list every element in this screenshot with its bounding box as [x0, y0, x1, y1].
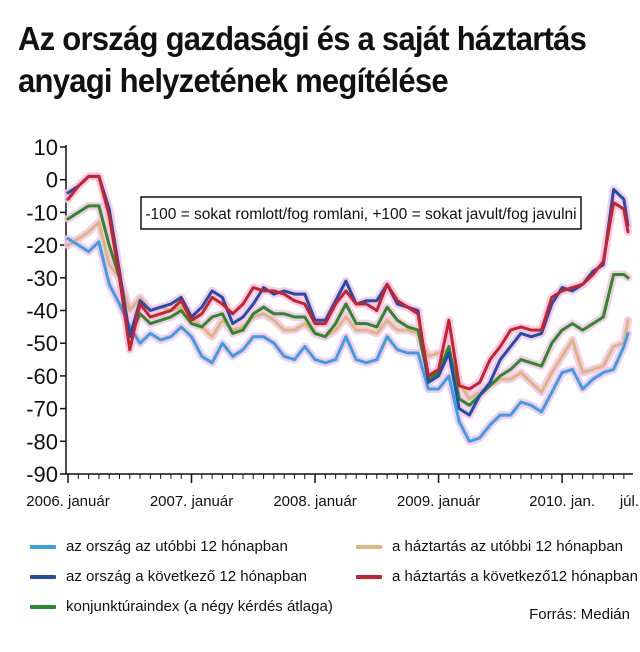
series-line-orszag-utobbi: [66, 237, 630, 443]
legend-item-orszag-kovetkezo: az ország a következő 12 hónapban: [30, 568, 307, 585]
y-tick-label: -70: [26, 397, 58, 422]
annotation-frame: [140, 196, 582, 230]
legend-label-haztartas-kovetkezo: a háztartás a következő12 hónapban: [392, 568, 639, 585]
legend-label-konjunktura: konjunktúraindex (a négy kérdés átlaga): [66, 598, 333, 615]
legend-label-orszag-utobbi: az ország az utóbbi 12 hónapban: [66, 538, 288, 555]
annotation-text: -100 = sokat romlott/fog romlani, +100 =…: [145, 206, 576, 223]
legend-item-haztartas-utobbi: a háztartás az utóbbi 12 hónapban: [356, 538, 623, 555]
x-axis: 2006. január 2007. január 2008. január 2009…: [26, 473, 639, 510]
x-tick-label: 2007. január: [150, 493, 233, 510]
x-tick-label: 2010. jan.: [529, 493, 595, 510]
y-tick-label: 10: [34, 135, 58, 160]
chart-title-line-2: anyagi helyzetének megítélése: [18, 62, 449, 99]
y-tick-label: -40: [26, 299, 58, 324]
series-line-haztartas-kovetkezo: [66, 174, 630, 391]
legend-item-haztartas-kovetkezo: a háztartás a következő12 hónapban: [356, 568, 638, 585]
legend-swatch-konjunktura: [30, 604, 56, 609]
legend-swatch-haztartas-utobbi: [356, 544, 382, 549]
y-tick-label: -30: [26, 266, 58, 291]
chart-title-line-1: Az ország gazdasági és a saját háztartás: [18, 20, 587, 57]
x-tick-label: 2009. január: [397, 493, 480, 510]
y-tick-label: -60: [26, 364, 58, 389]
series-group: [64, 172, 632, 446]
chart-title: Az ország gazdasági és a saját háztartás…: [18, 18, 599, 102]
annotation-box: -100 = sokat romlott/fog romlani, +100 =…: [140, 196, 582, 230]
legend-item-orszag-utobbi: az ország az utóbbi 12 hónapban: [30, 538, 288, 555]
y-tick-label: -50: [26, 331, 58, 356]
legend-item-konjunktura: konjunktúraindex (a négy kérdés átlaga): [30, 598, 333, 615]
x-tick-label: júl.: [619, 493, 639, 510]
legend-swatch-haztartas-kovetkezo: [356, 574, 382, 579]
y-tick-label: -80: [26, 429, 58, 454]
y-tick-label: 0: [46, 168, 58, 193]
y-tick-label: -90: [26, 462, 58, 487]
series-line-orszag-kovetkezo: [66, 174, 630, 417]
source-note: Forrás: Medián: [529, 606, 630, 623]
x-tick-label: 2008. január: [273, 493, 356, 510]
legend-label-haztartas-utobbi: a háztartás az utóbbi 12 hónapban: [392, 538, 624, 555]
y-tick-label: -20: [26, 233, 58, 258]
x-tick-label: 2006. január: [26, 493, 109, 510]
legend-swatch-orszag-utobbi: [30, 544, 56, 549]
legend-swatch-orszag-kovetkezo: [30, 574, 56, 579]
y-tick-label: -10: [26, 200, 58, 225]
y-axis: 10 0 -10 -20 -30 -40 -50 -60 -70 -80 -90: [26, 135, 67, 487]
legend-label-orszag-kovetkezo: az ország a következő 12 hónapban: [66, 568, 308, 585]
series-line-konjunktura: [66, 204, 630, 407]
